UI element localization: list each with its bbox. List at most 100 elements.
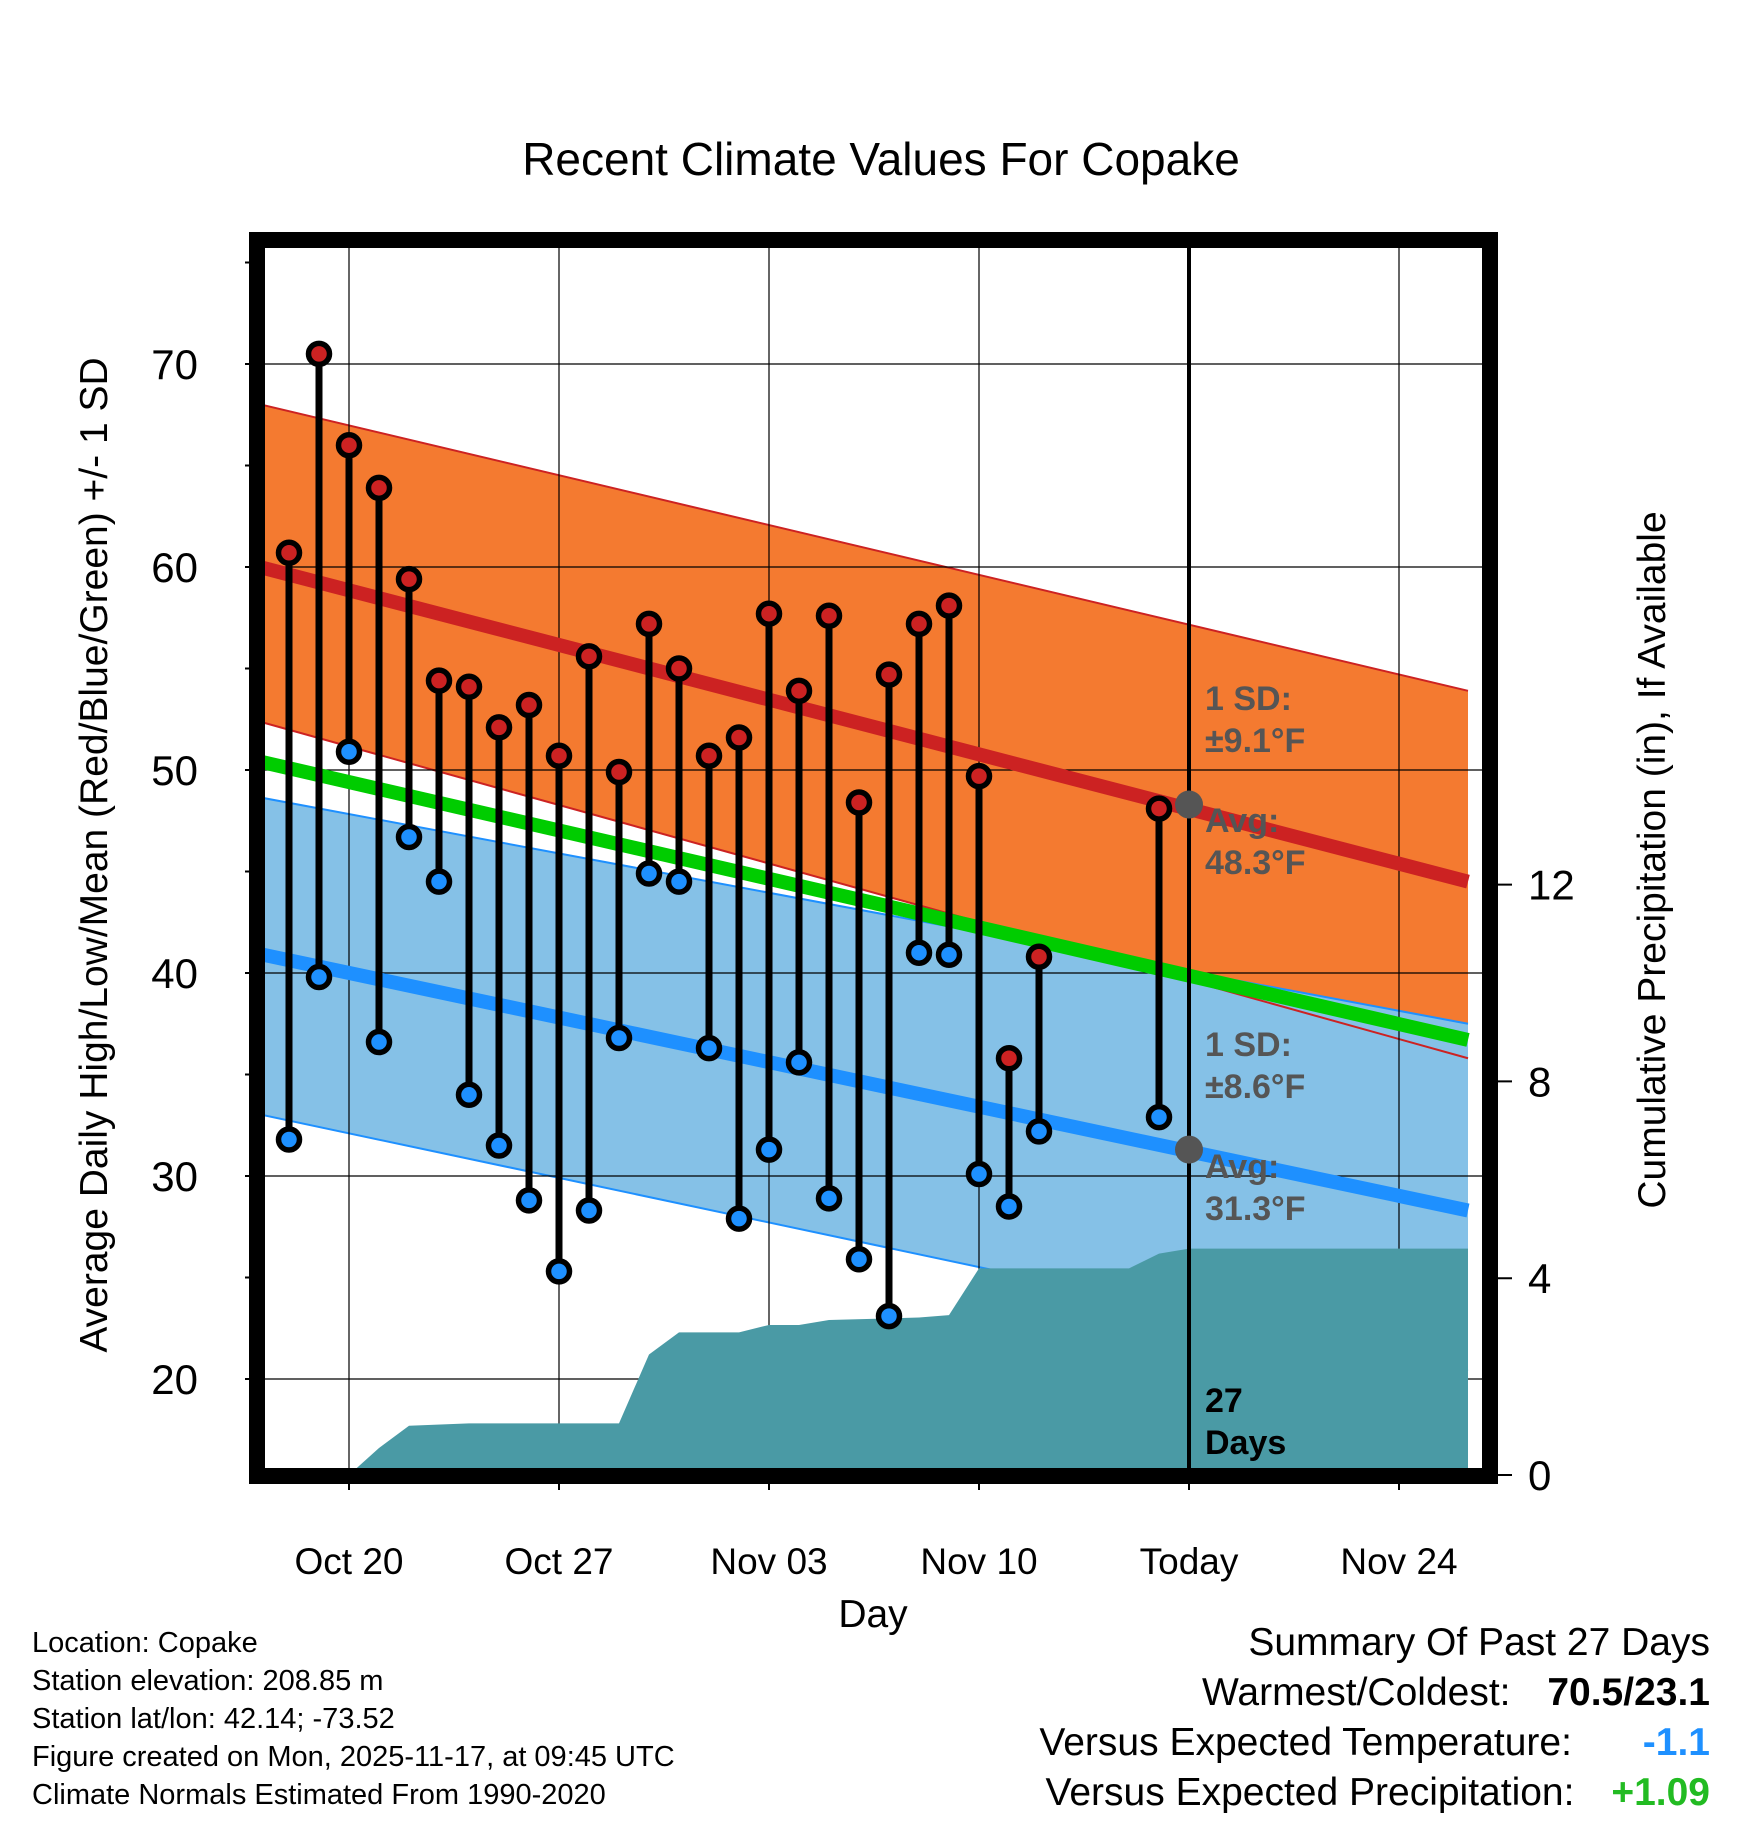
summary-block: Summary Of Past 27 Days Warmest/Coldest:… — [1039, 1618, 1710, 1818]
daily-observation — [575, 643, 603, 1224]
axes: 20 30 40 50 60 70 0 4 8 12 Oct 20 Oct 27 Nov 03 Nov 1… — [151, 232, 1575, 1582]
high-point — [755, 600, 783, 627]
daily-observation — [665, 655, 693, 895]
y2-tick-label: 0 — [1528, 1452, 1551, 1499]
high-point — [515, 691, 543, 719]
high-point — [995, 1045, 1023, 1072]
info-created: Figure created on Mon, 2025-11-17, at 09… — [32, 1741, 675, 1773]
summary-precip-value: +1.09 — [1611, 1771, 1710, 1814]
high-point — [395, 565, 423, 593]
low-point — [665, 868, 693, 895]
daily-observation — [485, 714, 513, 1159]
high-avg-label: Avg: — [1205, 802, 1279, 840]
low-avg-label: Avg: — [1205, 1148, 1279, 1186]
low-avg-dot — [1175, 1135, 1203, 1164]
low-point — [935, 941, 963, 968]
high-normal-line — [265, 561, 1470, 889]
info-location: Location: Copake — [32, 1627, 258, 1659]
daily-observation — [1025, 943, 1053, 1145]
x-tick-label: Today — [1140, 1541, 1239, 1582]
summary-warmest-label: Warmest/Coldest: — [1202, 1671, 1511, 1714]
x-tick-label: Nov 24 — [1340, 1541, 1457, 1582]
high-point — [1025, 943, 1053, 971]
daily-observation — [395, 565, 423, 851]
high-point — [305, 340, 333, 368]
y-tick-label: 30 — [151, 1153, 198, 1200]
daily-observation — [875, 661, 903, 1330]
high-point — [635, 610, 663, 638]
y2-tick-label: 12 — [1528, 862, 1575, 909]
low-point — [785, 1049, 813, 1076]
low-point — [515, 1187, 543, 1214]
y2-axis-title: Cumulative Precipitation (in), If Availa… — [1631, 511, 1674, 1208]
high-point — [845, 789, 873, 816]
high-sd-value: ±9.1°F — [1205, 722, 1305, 760]
daily-observation — [1145, 795, 1173, 1131]
high-avg-value: 48.3°F — [1205, 844, 1306, 882]
y-axis-title: Average Daily High/Low/Mean (Red/Blue/Gr… — [73, 357, 116, 1352]
low-point — [815, 1185, 843, 1212]
high-point — [545, 742, 573, 770]
summary-precip-row: Versus Expected Precipitation: +1.09 — [1039, 1768, 1711, 1818]
x-tick-label: Oct 20 — [295, 1541, 404, 1582]
daily-observation — [815, 602, 843, 1212]
high-point — [275, 539, 303, 567]
summary-title: Summary Of Past 27 Days — [1248, 1621, 1710, 1664]
y-tick-label: 50 — [151, 747, 198, 794]
low-point — [335, 738, 363, 765]
info-elevation: Station elevation: 208.85 m — [32, 1665, 384, 1697]
low-point — [395, 823, 423, 851]
plot-frame — [249, 232, 1498, 1484]
daily-observation — [635, 610, 663, 887]
high-avg-dot — [1175, 790, 1203, 819]
summary-warmest-value: 70.5/23.1 — [1547, 1671, 1710, 1714]
high-point — [815, 602, 843, 629]
high-point — [965, 762, 993, 790]
info-block: Location: Copake Station elevation: 208.… — [32, 1624, 675, 1814]
low-sd-label: 1 SD: — [1205, 1026, 1292, 1064]
y-tick-label: 40 — [151, 950, 198, 997]
high-point — [1145, 795, 1173, 822]
info-normals: Climate Normals Estimated From 1990-2020 — [32, 1779, 606, 1811]
x-tick-label: Nov 10 — [920, 1541, 1037, 1582]
low-point — [545, 1258, 573, 1285]
high-point — [905, 610, 933, 638]
daily-observation — [515, 691, 543, 1214]
daily-observation — [545, 742, 573, 1285]
high-point — [455, 673, 483, 701]
low-point — [875, 1302, 903, 1330]
high-point — [785, 677, 813, 705]
low-sd-value: ±8.6°F — [1205, 1068, 1305, 1106]
daily-observation — [275, 539, 303, 1153]
y-tick-label: 20 — [151, 1356, 198, 1403]
summary-temp-value: -1.1 — [1642, 1721, 1710, 1764]
high-point — [665, 655, 693, 682]
high-point — [485, 714, 513, 741]
high-point — [335, 431, 363, 459]
daily-observation — [755, 600, 783, 1163]
low-point — [635, 860, 663, 887]
high-point — [695, 742, 723, 770]
daily-observation — [935, 592, 963, 968]
plot-area — [265, 248, 1482, 1468]
low-point — [305, 963, 333, 991]
daily-observation — [605, 758, 633, 1052]
days-label: Days — [1205, 1424, 1286, 1462]
low-point — [425, 868, 453, 895]
days-count: 27 — [1205, 1382, 1243, 1420]
low-point — [725, 1205, 753, 1232]
daily-observation — [905, 610, 933, 966]
summary-temp-label: Versus Expected Temperature: — [1039, 1721, 1572, 1764]
high-point — [575, 643, 603, 670]
low-point — [1145, 1103, 1173, 1131]
high-sd-label: 1 SD: — [1205, 680, 1292, 718]
daily-observation — [695, 742, 723, 1062]
precip-area — [356, 1248, 1468, 1468]
y-tick-label: 70 — [151, 341, 198, 388]
daily-observation — [845, 789, 873, 1273]
low-point — [755, 1136, 783, 1163]
high-upper-edge — [265, 404, 1469, 692]
info-latlon: Station lat/lon: 42.14; -73.52 — [32, 1703, 395, 1735]
high-point — [365, 474, 393, 502]
low-avg-value: 31.3°F — [1205, 1190, 1306, 1228]
